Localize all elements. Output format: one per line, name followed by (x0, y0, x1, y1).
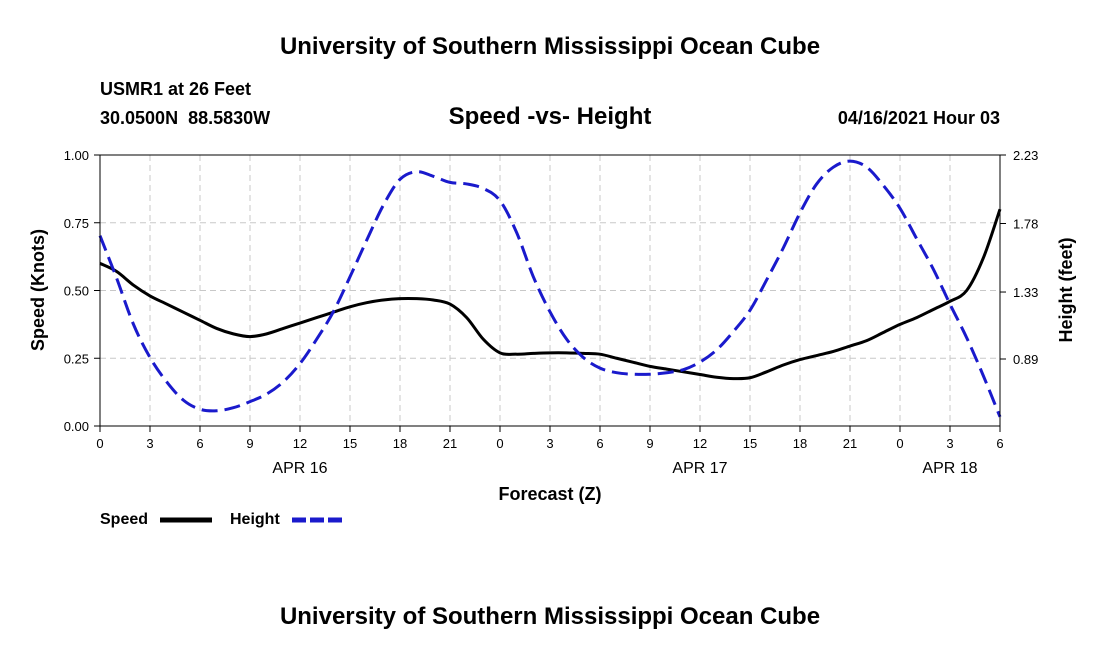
y-right-tick-label: 1.78 (1013, 217, 1038, 232)
x-tick-label: 18 (393, 436, 407, 451)
x-tick-label: 18 (793, 436, 807, 451)
y-right-tick-label: 0.89 (1013, 352, 1038, 367)
coords-line: 30.0500N 88.5830W (100, 108, 270, 128)
x-tick-label: 12 (293, 436, 307, 451)
y-right-tick-label: 1.33 (1013, 285, 1038, 300)
grid-layer (100, 155, 1000, 426)
legend-speed-label: Speed (100, 511, 148, 528)
y-left-tick-label: 0.75 (64, 216, 89, 231)
x-tick-label: 15 (743, 436, 757, 451)
speed-series-line (99, 208, 1002, 381)
ticks-layer: 0 3 6 9 12 15 18 21 0 3 6 9 12 15 18 21 0 3 6 APR 16 APR 17 A… (64, 148, 1039, 477)
top-title: University of Southern Mississippi Ocean… (280, 33, 820, 60)
bottom-title: University of Southern Mississippi Ocean… (280, 603, 820, 630)
x-tick-label: 0 (496, 436, 503, 451)
y-left-tick-label: 1.00 (64, 148, 89, 163)
series-layer (98, 159, 1002, 418)
x-tick-label: 6 (996, 436, 1003, 451)
x-tick-label: 3 (146, 436, 153, 451)
y-left-tick-label: 0.25 (64, 351, 89, 366)
x-tick-label: 21 (843, 436, 857, 451)
datetime-line: 04/16/2021 Hour 03 (838, 108, 1000, 128)
x-tick-label: 9 (246, 436, 253, 451)
legend: Speed Height (100, 511, 342, 528)
station-line: USMR1 at 26 Feet (100, 79, 251, 99)
y-left-tick-label: 0.50 (64, 284, 89, 299)
y-right-tick-label: 2.23 (1013, 148, 1038, 163)
x-tick-label: 0 (96, 436, 103, 451)
x-tick-label: 6 (596, 436, 603, 451)
x-tick-label: 15 (343, 436, 357, 451)
date-label: APR 18 (922, 460, 977, 477)
date-label: APR 16 (272, 460, 327, 477)
x-tick-label: 12 (693, 436, 707, 451)
x-tick-label: 3 (546, 436, 553, 451)
legend-height-label: Height (230, 511, 280, 528)
chart-title: Speed -vs- Height (449, 103, 652, 130)
x-tick-label: 21 (443, 436, 457, 451)
y-left-tick-label: 0.00 (64, 419, 89, 434)
date-label: APR 17 (672, 460, 727, 477)
x-tick-label: 9 (646, 436, 653, 451)
y-axis-left-label: Speed (Knots) (28, 229, 48, 351)
x-axis-label: Forecast (Z) (498, 484, 601, 504)
plot-frame (99, 154, 1001, 427)
x-tick-label: 6 (196, 436, 203, 451)
height-series-line (98, 159, 1002, 418)
x-tick-label: 3 (946, 436, 953, 451)
y-axis-right-label: Height (feet) (1056, 238, 1076, 343)
x-tick-label: 0 (896, 436, 903, 451)
